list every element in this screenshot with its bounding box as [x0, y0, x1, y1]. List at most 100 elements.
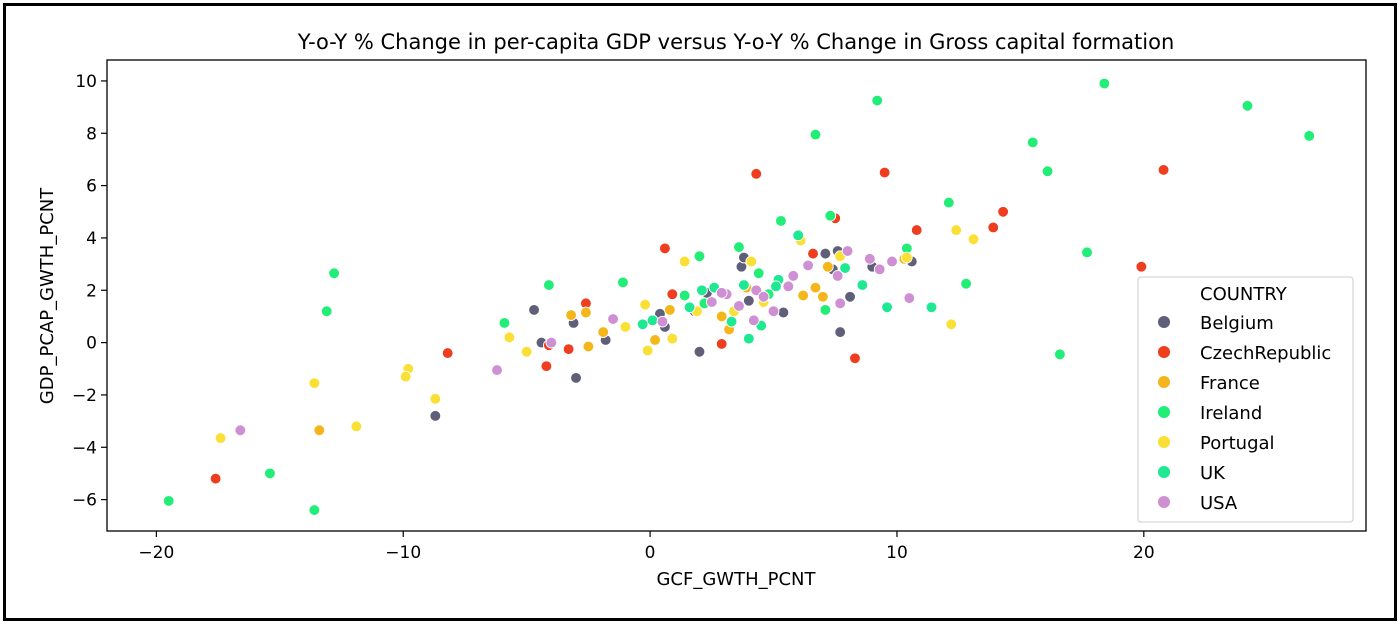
x-axis-ticks: −20 −10 0 10 20	[138, 531, 1155, 563]
point-france	[821, 260, 834, 273]
point-czechrepublic	[878, 166, 891, 179]
point-usa	[715, 287, 728, 299]
point-usa	[863, 253, 876, 265]
point-uk	[725, 315, 738, 328]
point-portugal	[214, 432, 227, 444]
x-tick-label: 0	[645, 543, 656, 563]
point-czechrepublic	[715, 338, 728, 350]
point-portugal	[619, 321, 632, 333]
point-czechrepublic	[540, 360, 553, 373]
y-tick-label: 6	[86, 177, 97, 197]
legend-marker-uk	[1157, 465, 1171, 479]
point-ireland	[308, 504, 321, 516]
point-czechrepublic	[849, 352, 861, 365]
point-portugal	[945, 318, 958, 331]
point-ireland	[1054, 348, 1066, 361]
y-tick-label: −2	[72, 386, 97, 406]
point-belgium	[777, 306, 790, 319]
point-france	[313, 424, 326, 437]
legend-box	[1137, 276, 1354, 523]
point-france	[663, 304, 676, 316]
legend-marker-ireland	[1157, 405, 1171, 419]
point-czechrepublic	[1135, 260, 1148, 273]
legend-label-ireland: Ireland	[1200, 403, 1262, 424]
point-portugal	[503, 331, 516, 344]
y-tick-label: 8	[86, 124, 97, 144]
point-ireland	[678, 289, 691, 302]
point-usa	[607, 313, 619, 325]
point-france	[809, 281, 822, 294]
point-usa	[886, 255, 898, 268]
y-tick-label: −4	[72, 438, 97, 458]
point-france	[797, 289, 810, 302]
point-portugal	[641, 344, 654, 357]
point-ireland	[1098, 77, 1111, 90]
legend-label-uk: UK	[1200, 463, 1226, 484]
x-tick-label: 10	[886, 543, 908, 563]
point-ireland	[824, 209, 837, 222]
point-ireland	[1041, 165, 1054, 178]
point-uk	[856, 279, 869, 291]
y-tick-label: −6	[72, 491, 97, 511]
point-ireland	[1303, 130, 1316, 142]
legend-label-portugal: Portugal	[1200, 433, 1275, 454]
point-ireland	[543, 279, 555, 291]
point-czechrepublic	[1157, 164, 1170, 176]
point-usa	[757, 290, 770, 303]
point-portugal	[967, 233, 980, 246]
legend-marker-france	[1157, 375, 1171, 389]
point-belgium	[429, 410, 442, 422]
point-czechrepublic	[807, 247, 819, 260]
point-czechrepublic	[987, 221, 1000, 234]
point-ireland	[617, 276, 629, 289]
point-belgium	[834, 326, 847, 338]
point-ireland	[693, 250, 706, 263]
point-ireland	[752, 267, 765, 280]
point-ireland	[1081, 246, 1093, 259]
point-uk	[646, 314, 659, 327]
legend-label-czechrepublic: CzechRepublic	[1200, 343, 1331, 364]
y-tick-label: 0	[86, 334, 97, 354]
legend-marker-portugal	[1157, 435, 1171, 449]
y-axis-ticks: −6 −4 −2 0 2 4 6 8 10	[72, 72, 107, 511]
point-portugal	[520, 345, 533, 358]
point-ireland	[328, 267, 340, 280]
point-france	[580, 306, 592, 319]
legend-label-usa: USA	[1200, 493, 1238, 514]
point-usa	[787, 270, 800, 282]
point-usa	[841, 245, 854, 257]
point-czechrepublic	[441, 347, 454, 359]
point-belgium	[693, 345, 706, 358]
point-usa	[705, 296, 718, 308]
point-ireland	[809, 128, 822, 141]
legend-marker-czechrepublic	[1157, 345, 1171, 359]
legend-title: COUNTRY	[1200, 284, 1288, 305]
point-czechrepublic	[997, 205, 1009, 218]
point-czechrepublic	[910, 224, 923, 236]
point-usa	[834, 297, 847, 310]
point-usa	[545, 336, 558, 349]
point-usa	[733, 300, 745, 312]
point-france	[715, 310, 728, 323]
point-uk	[881, 301, 893, 314]
point-portugal	[745, 255, 758, 268]
point-ireland	[819, 304, 832, 316]
point-usa	[831, 270, 844, 282]
point-ireland	[1241, 99, 1254, 112]
legend-items: Belgium CzechRepublic France Ireland Portuga…	[1157, 313, 1331, 514]
point-portugal	[429, 393, 442, 405]
point-usa	[656, 315, 669, 328]
point-uk	[738, 279, 750, 291]
x-tick-label: −20	[138, 543, 174, 563]
point-ireland	[498, 317, 511, 329]
legend: COUNTRY Belgium CzechRepublic France Irelan…	[1137, 276, 1354, 523]
point-czechrepublic	[209, 472, 222, 485]
point-belgium	[742, 294, 755, 307]
point-uk	[925, 301, 938, 314]
point-portugal	[639, 298, 652, 311]
point-uk	[792, 229, 805, 242]
point-ireland	[871, 94, 884, 107]
point-uk	[742, 332, 755, 345]
point-uk	[770, 280, 782, 293]
